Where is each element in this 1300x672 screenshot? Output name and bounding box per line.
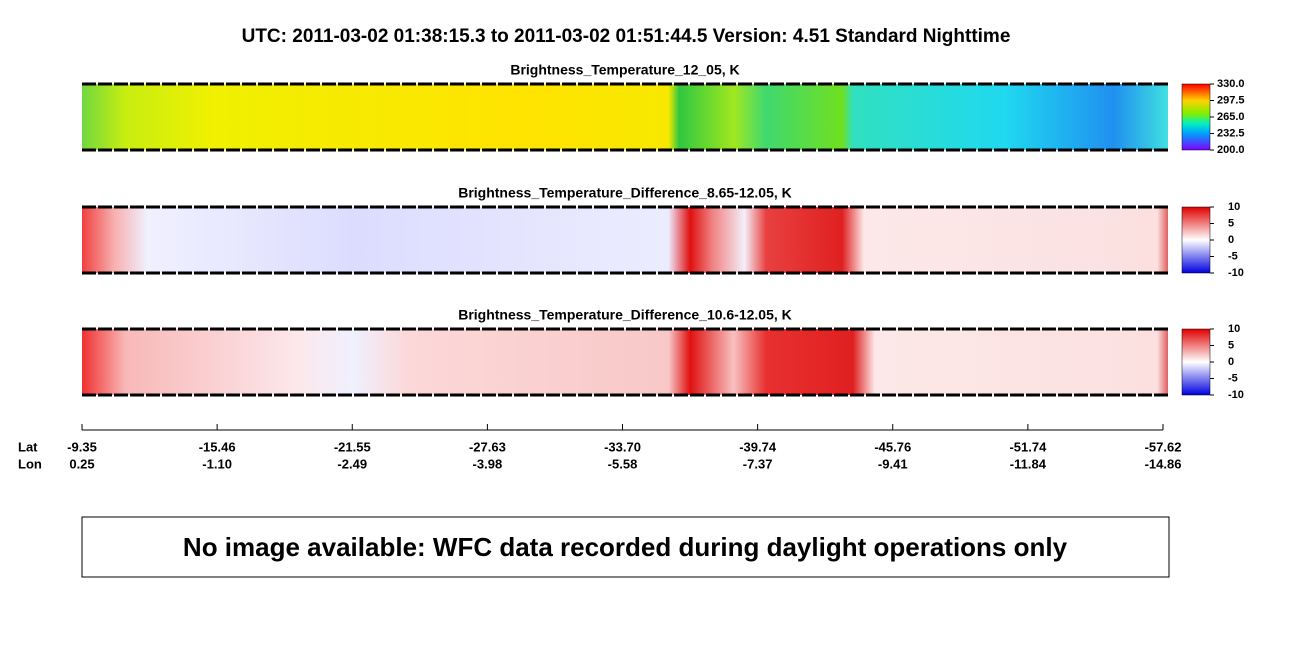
colorbar-tick-label: -10	[1228, 267, 1244, 279]
colorbar	[1181, 206, 1211, 274]
colorbar-tick-label: 297.5	[1217, 94, 1245, 106]
colorbar-tick-label: 265.0	[1217, 111, 1245, 123]
lat-value: -9.35	[67, 439, 97, 454]
colorbar-tick-label: 10	[1228, 323, 1240, 335]
lon-value: -14.86	[1145, 456, 1182, 471]
lon-value: -5.58	[608, 456, 638, 471]
colorbar-tick-label: 5	[1228, 339, 1234, 351]
colorbar-tick-label: 330.0	[1217, 78, 1245, 90]
colorbar-tick-label: -10	[1228, 389, 1244, 401]
lon-value: -3.98	[473, 456, 503, 471]
panel-title: Brightness_Temperature_Difference_8.65-1…	[458, 185, 792, 201]
lat-value: -27.63	[469, 439, 506, 454]
title: UTC: 2011-03-02 01:38:15.3 to 2011-03-02…	[242, 26, 1011, 47]
colorbar-tick-label: -5	[1228, 250, 1238, 262]
heatmap	[82, 84, 1168, 150]
lon-value: -11.84	[1010, 456, 1047, 471]
lon-value: -2.49	[337, 456, 367, 471]
lon-value: 0.25	[69, 456, 94, 471]
lon-value: -7.37	[743, 456, 773, 471]
colorbar-tick-label: 232.5	[1217, 127, 1245, 139]
heatmap	[82, 207, 1168, 273]
lat-value: -45.76	[874, 439, 911, 454]
colorbar-tick-label: 0	[1228, 356, 1234, 368]
colorbar-tick-label: 10	[1228, 201, 1240, 213]
lat-value: -51.74	[1009, 439, 1047, 454]
lat-value: -21.55	[334, 439, 371, 454]
lat-label: Lat	[18, 439, 38, 454]
lon-value: -1.10	[202, 456, 232, 471]
lon-value: -9.41	[878, 456, 908, 471]
colorbar	[1181, 83, 1211, 151]
colorbar	[1181, 328, 1211, 396]
colorbar-tick-label: -5	[1228, 372, 1238, 384]
notice: No image available: WFC data recorded du…	[183, 532, 1068, 562]
panel-title: Brightness_Temperature_12_05, K	[510, 62, 739, 78]
lon-label: Lon	[18, 456, 42, 471]
colorbar-tick-label: 5	[1228, 217, 1234, 229]
lat-value: -39.74	[739, 439, 777, 454]
colorbar-tick-label: 0	[1228, 234, 1234, 246]
lat-value: -15.46	[199, 439, 236, 454]
notice-box	[81, 516, 1170, 578]
lat-value: -57.62	[1145, 439, 1182, 454]
colorbar-tick-label: 200.0	[1217, 144, 1245, 156]
heatmap	[82, 329, 1168, 395]
lat-value: -33.70	[604, 439, 641, 454]
panel-title: Brightness_Temperature_Difference_10.6-1…	[458, 307, 792, 323]
